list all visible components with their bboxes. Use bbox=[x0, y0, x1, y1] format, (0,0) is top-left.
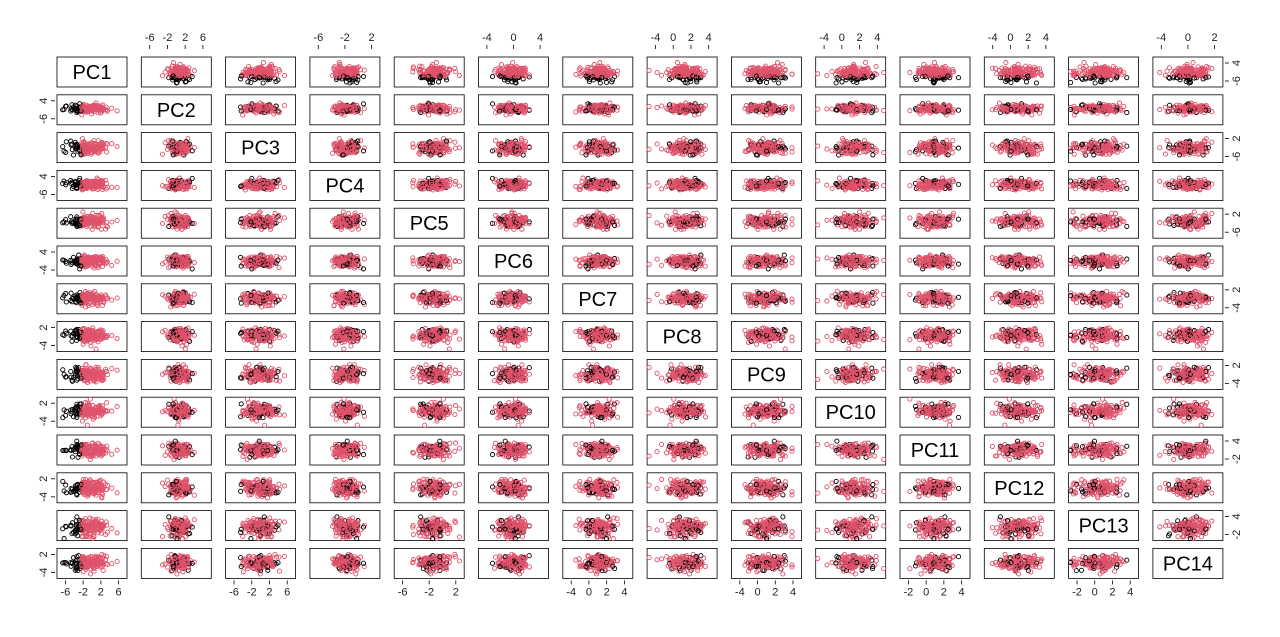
panel-PC2-vs-PC8 bbox=[647, 95, 717, 125]
panel-PC1-vs-PC7 bbox=[563, 57, 633, 87]
panel-PC1-vs-PC9 bbox=[731, 57, 801, 87]
panel-PC3-vs-PC5 bbox=[394, 133, 464, 163]
panel-PC2-vs-PC6 bbox=[479, 95, 549, 125]
diagonal-panel-PC1: PC1 bbox=[57, 57, 127, 87]
panel-PC2-vs-PC9 bbox=[731, 95, 801, 125]
panel-PC2-vs-PC12 bbox=[984, 95, 1054, 125]
panel-PC2-vs-PC10 bbox=[816, 95, 886, 125]
panel-PC3-vs-PC6 bbox=[479, 133, 549, 163]
diagonal-panel-PC3: PC3 bbox=[226, 133, 296, 163]
panel-PC1-vs-PC2 bbox=[141, 57, 211, 87]
panel-PC2-vs-PC5 bbox=[394, 95, 464, 125]
variable-label: PC1 bbox=[73, 62, 112, 84]
panel-PC3-vs-PC2 bbox=[141, 133, 211, 163]
panel-PC1-vs-PC13 bbox=[1069, 57, 1139, 87]
panel-PC2-vs-PC1 bbox=[57, 95, 127, 125]
panel-PC1-vs-PC6 bbox=[479, 57, 549, 87]
panel-PC1-vs-PC14 bbox=[1153, 57, 1223, 87]
panel-PC1-vs-PC8 bbox=[647, 57, 717, 87]
panel-PC1-vs-PC12 bbox=[984, 57, 1054, 87]
panel-PC2-vs-PC13 bbox=[1069, 95, 1139, 125]
panel-PC1-vs-PC5 bbox=[394, 57, 464, 87]
panel-PC1-vs-PC11 bbox=[900, 57, 970, 87]
panel-PC2-vs-PC7 bbox=[563, 95, 633, 125]
diagonal-panel-PC2: PC2 bbox=[141, 95, 211, 125]
panel-PC2-vs-PC11 bbox=[900, 95, 970, 125]
panel-PC1-vs-PC10 bbox=[816, 57, 886, 87]
panel-PC1-vs-PC4 bbox=[310, 57, 380, 87]
panel-PC2-vs-PC14 bbox=[1153, 95, 1223, 125]
panel-PC1-vs-PC3 bbox=[226, 57, 296, 87]
panel-PC3-vs-PC1 bbox=[57, 133, 127, 163]
variable-label: PC2 bbox=[157, 100, 196, 122]
panel-PC3-vs-PC7 bbox=[563, 133, 633, 163]
panel-PC2-vs-PC3 bbox=[226, 95, 296, 125]
panel-PC3-vs-PC8 bbox=[647, 133, 717, 163]
panel-PC3-vs-PC4 bbox=[310, 133, 380, 163]
variable-label: PC3 bbox=[241, 138, 280, 160]
panel-PC2-vs-PC4 bbox=[310, 95, 380, 125]
